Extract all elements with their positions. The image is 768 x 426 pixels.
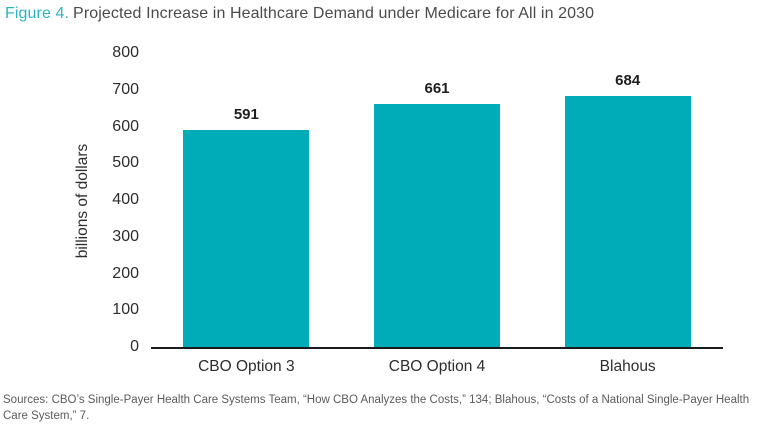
x-axis-category-label: Blahous xyxy=(599,358,656,375)
figure-title: Figure 4. Projected Increase in Healthcar… xyxy=(5,5,594,23)
y-axis-tick-labels: 0 100 200 300 400 500 600 700 800 xyxy=(0,44,139,355)
bar-cbo-option-4 xyxy=(374,104,500,347)
bar-series: 591 661 684 xyxy=(151,53,723,347)
y-tick-label: 500 xyxy=(112,154,139,172)
y-tick-label: 700 xyxy=(112,80,139,98)
y-tick-label: 200 xyxy=(112,264,139,282)
bar-slot: 661 xyxy=(342,53,533,347)
source-note: Sources: CBO’s Single-Payer Health Care … xyxy=(3,394,750,422)
y-tick-label: 600 xyxy=(112,117,139,135)
bar-value-label: 591 xyxy=(233,105,259,123)
x-axis-category-label: CBO Option 4 xyxy=(388,358,486,375)
plot-area: 591 661 684 xyxy=(151,53,723,349)
bar-blahous xyxy=(564,95,691,347)
y-tick-label: 100 xyxy=(112,301,139,319)
y-tick-label: 0 xyxy=(130,338,139,355)
x-axis-category-labels: CBO Option 3 CBO Option 4 Blahous xyxy=(151,358,723,376)
bar-cbo-option-3 xyxy=(183,129,310,347)
bar-slot: 684 xyxy=(532,53,723,347)
figure-number-label: Figure 4. xyxy=(5,5,70,22)
x-axis-line xyxy=(151,347,723,349)
bar-value-label: 661 xyxy=(424,80,450,98)
bar-value-label: 684 xyxy=(615,71,641,89)
y-tick-label: 800 xyxy=(112,44,139,61)
y-tick-label: 300 xyxy=(112,227,139,245)
x-axis-category-label: CBO Option 3 xyxy=(198,358,295,375)
figure-title-text: Projected Increase in Healthcare Demand … xyxy=(73,5,595,22)
bar-slot: 591 xyxy=(151,53,342,347)
y-tick-label: 400 xyxy=(112,191,139,208)
